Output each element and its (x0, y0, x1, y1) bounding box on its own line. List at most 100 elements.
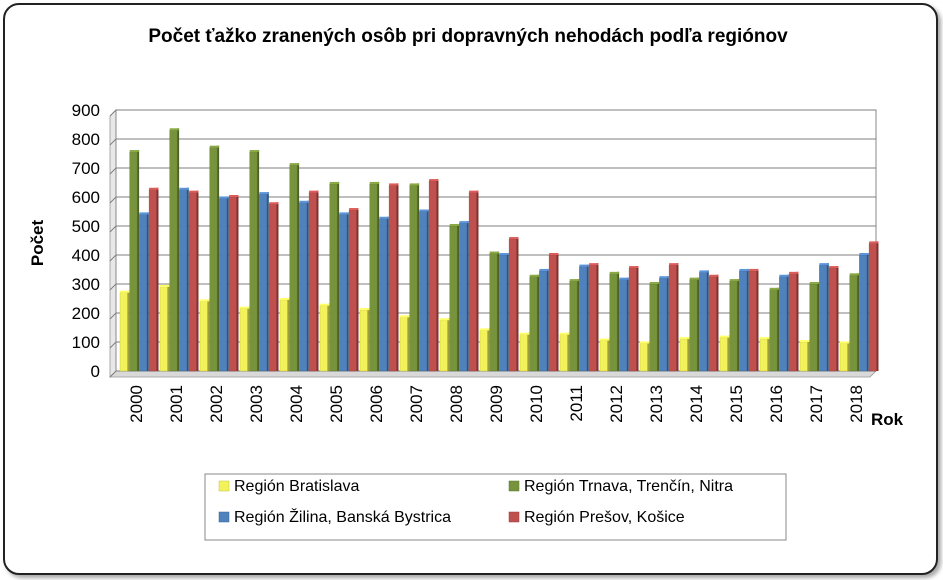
bar-side (756, 268, 759, 371)
bar-side (407, 315, 410, 371)
bar-top (739, 268, 749, 271)
bar-side (807, 340, 810, 371)
x-tick-label: 2013 (647, 385, 666, 423)
x-tick-label: 2010 (527, 385, 546, 423)
bar (649, 283, 658, 372)
bar-top (389, 183, 399, 186)
bar (339, 214, 347, 372)
bar (348, 209, 357, 372)
bar-side (417, 183, 420, 371)
bar (369, 183, 378, 372)
x-tick-label: 2012 (607, 385, 626, 423)
bar-top (569, 279, 580, 282)
bar (759, 338, 768, 372)
bar-top (720, 335, 730, 338)
bar-top (459, 221, 469, 224)
bar (268, 204, 277, 372)
x-tick-label: 2001 (167, 385, 186, 423)
bar-top (819, 263, 829, 266)
plot-area: 0 100 200 300 400 500 600 700 800 900 2000 2001 2002… (72, 101, 879, 423)
bar-top (529, 274, 540, 277)
bar (819, 264, 828, 372)
bar-top (640, 341, 650, 344)
x-tick-label: 2016 (767, 385, 786, 423)
legend-swatch (218, 511, 230, 523)
bar-side (287, 297, 290, 371)
bar-side (506, 253, 509, 371)
bar-side (337, 181, 340, 371)
bar (228, 196, 237, 372)
bar-top (409, 183, 420, 186)
bar-side (746, 268, 749, 371)
bar (289, 164, 298, 372)
legend: Región Bratislava Región Trnava, Trenčín,… (204, 473, 787, 541)
bar (119, 292, 128, 372)
bar-side (377, 181, 380, 371)
bar (129, 151, 138, 372)
bar-side (546, 268, 549, 371)
bar-side (666, 276, 669, 371)
x-tick-label: 2009 (487, 385, 506, 423)
bar-side (297, 163, 300, 371)
legend-box (204, 473, 787, 541)
legend-label: Región Bratislava (234, 478, 360, 495)
bar (139, 214, 147, 372)
legend-label: Región Žilina, Banská Bystrica (234, 507, 451, 526)
bar (809, 283, 818, 372)
bar-top (269, 202, 279, 205)
bar (459, 222, 467, 372)
bar-side (476, 190, 479, 371)
bar (519, 334, 528, 372)
bar-side (607, 338, 610, 371)
bar-side (767, 337, 770, 371)
gridline-side (109, 312, 117, 320)
bar-side (676, 263, 679, 371)
bar-side (466, 221, 469, 371)
bar (668, 264, 677, 372)
bar-side (876, 241, 879, 371)
bar (748, 270, 757, 372)
bar-top (189, 190, 199, 193)
bar-side (137, 150, 140, 371)
bar-top (699, 270, 709, 273)
bar (569, 280, 578, 372)
bar (279, 299, 288, 372)
bar-top (769, 287, 780, 290)
bar (769, 289, 778, 372)
bar-top (469, 190, 479, 193)
x-tick-label: 2015 (727, 385, 746, 423)
bar-top (440, 318, 450, 321)
chart-floor (109, 370, 877, 378)
bar (599, 340, 608, 372)
bar (739, 270, 748, 372)
legend-label: Región Prešov, Košice (524, 509, 685, 526)
bar (708, 276, 717, 372)
bar-top (480, 328, 490, 331)
gridline-side (109, 109, 117, 117)
bar-top (339, 212, 349, 215)
bar (609, 273, 618, 372)
x-tick-label: 2006 (367, 385, 386, 423)
bar (628, 267, 637, 372)
bar-side (777, 287, 780, 371)
gridline-side (109, 138, 117, 146)
bar (169, 130, 178, 372)
bar-side (207, 299, 210, 371)
bar-side (316, 190, 319, 371)
bar-top (729, 279, 740, 282)
bar (679, 338, 688, 372)
bar-top (240, 306, 250, 309)
x-tick-label: 2002 (207, 385, 226, 423)
bar-side (426, 209, 429, 371)
bar-side (537, 274, 540, 371)
bar-side (306, 200, 309, 371)
bar (489, 253, 498, 372)
x-tick-label: 2014 (687, 385, 706, 423)
bar-top (589, 263, 599, 266)
bar-top (600, 338, 610, 341)
bar-side (516, 237, 519, 371)
bar-top (309, 190, 319, 193)
x-tick-label: 2017 (807, 385, 826, 423)
bar-top (849, 273, 860, 276)
